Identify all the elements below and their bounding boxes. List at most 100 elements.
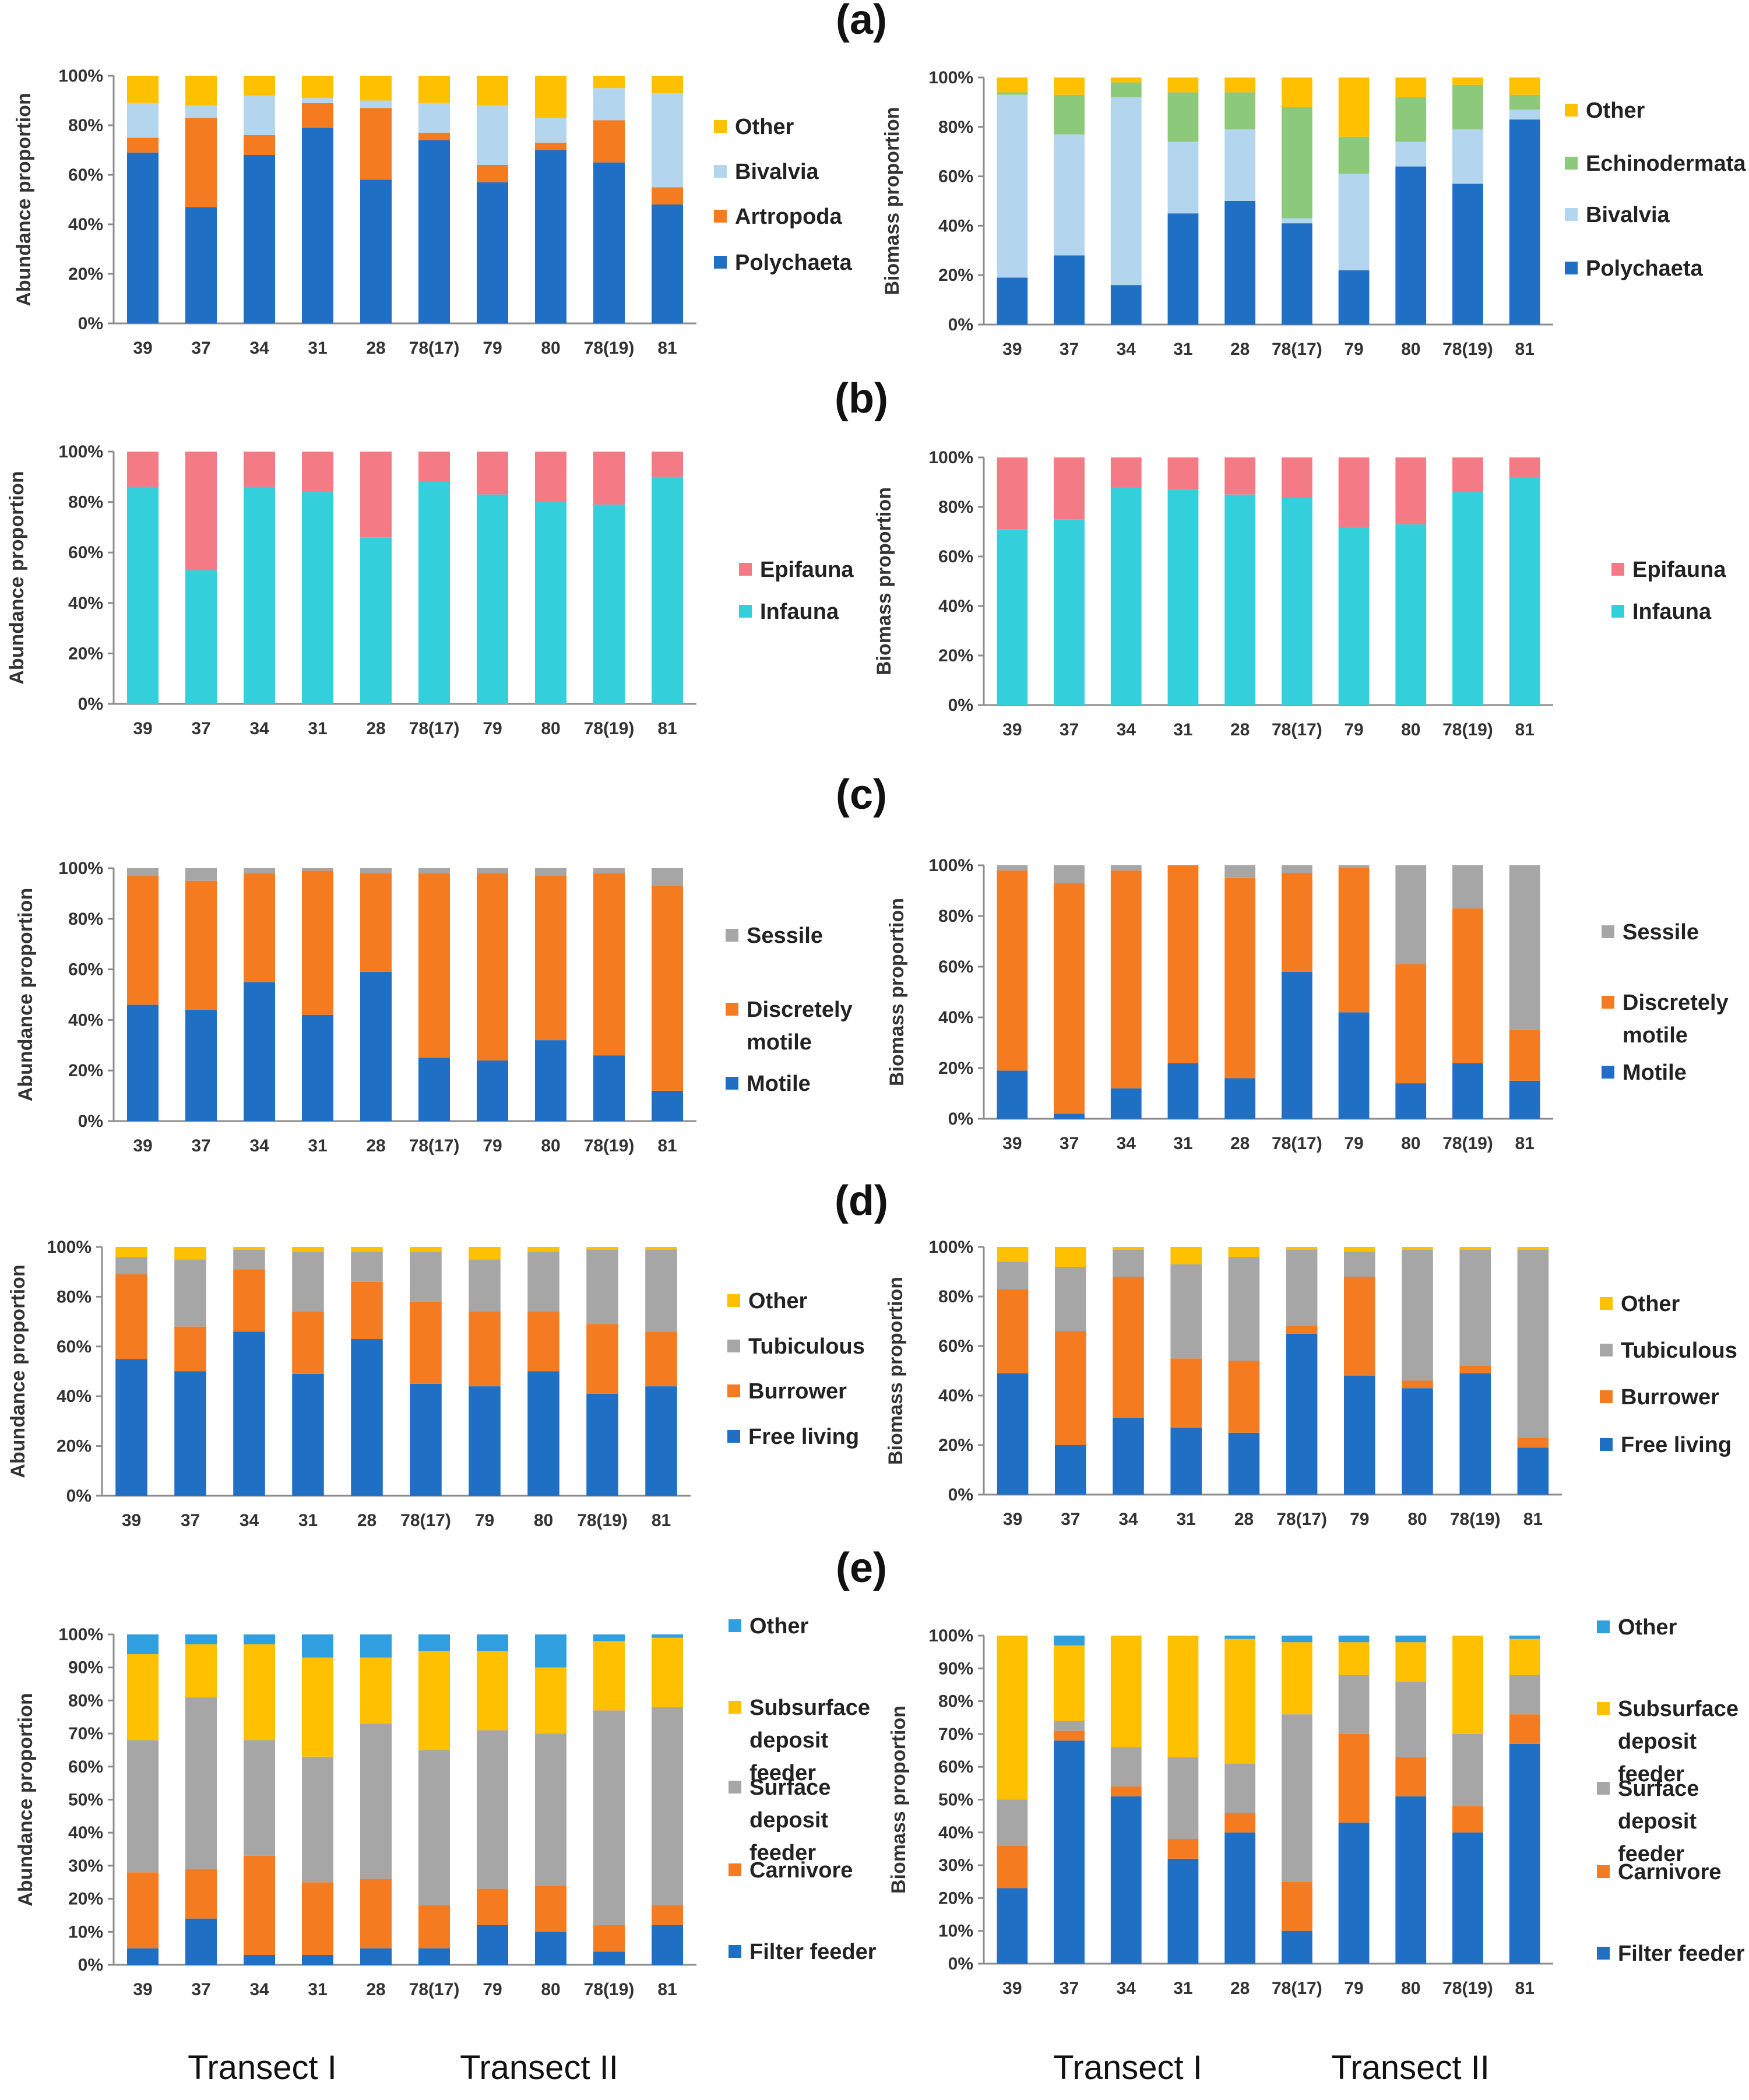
y-tick-label: 80% <box>57 1287 92 1306</box>
legend-swatch <box>714 165 727 178</box>
bar-free-living-81 <box>1517 1447 1549 1495</box>
bar-echinodermata-78-17- <box>1281 107 1312 219</box>
y-tick-label: 20% <box>68 1061 103 1080</box>
x-tick-label: 81 <box>657 1136 677 1155</box>
panel-b-letter: (b) <box>835 375 888 422</box>
bar-carnivore-80 <box>1395 1757 1427 1796</box>
bar-polychaeta-34 <box>244 155 275 323</box>
y-tick-label: 90% <box>938 1659 973 1678</box>
bar-other-28 <box>351 1247 383 1252</box>
bar-bivalvia-34 <box>1110 97 1142 286</box>
x-tick-label: 80 <box>541 339 560 358</box>
x-tick-label: 31 <box>1173 1979 1192 1998</box>
y-tick-label: 20% <box>68 644 103 663</box>
x-tick-label: 28 <box>1234 1510 1254 1529</box>
bar-motile-39 <box>997 1070 1028 1119</box>
bar-subsurface-deposit-feeder-79 <box>477 1651 508 1731</box>
bar-surface-deposit-feeder-78-17- <box>418 1750 450 1905</box>
x-tick-label: 80 <box>534 1511 553 1530</box>
bar-polychaeta-37 <box>185 207 217 323</box>
bar-carnivore-39 <box>997 1845 1028 1888</box>
legend-label: Subsurface deposit feeder <box>1618 1697 1739 1787</box>
y-tick-label: 60% <box>938 1337 973 1356</box>
bar-motile-31 <box>302 1014 333 1121</box>
bar-bivalvia-78-19- <box>593 88 625 121</box>
legend-label: Carnivore <box>749 1858 853 1883</box>
y-tick-label: 100% <box>58 442 103 461</box>
bar-motile-78-17- <box>418 1058 450 1121</box>
bar-other-79 <box>469 1247 501 1260</box>
legend-swatch <box>726 1077 738 1090</box>
bar-carnivore-78-17- <box>418 1905 450 1949</box>
bar-carnivore-34 <box>1110 1786 1142 1796</box>
bar-bivalvia-80 <box>535 118 566 143</box>
legend-swatch <box>729 1701 741 1714</box>
bar-epifauna-80 <box>1395 457 1427 524</box>
bar-sessile-39 <box>127 868 159 876</box>
bar-subsurface-deposit-feeder-37 <box>185 1644 217 1697</box>
x-tick-label: 31 <box>308 339 327 358</box>
y-tick-label: 80% <box>68 493 103 512</box>
y-tick-label: 40% <box>938 1386 973 1405</box>
y-axis-title: Abundance proportion <box>7 1264 29 1478</box>
bar-filter-feeder-78-17- <box>418 1948 450 1965</box>
bar-discretely-motile-28 <box>360 873 392 972</box>
bar-carnivore-80 <box>535 1885 566 1932</box>
legend-swatch <box>1597 1702 1610 1715</box>
bar-other-80 <box>535 76 566 118</box>
bar-subsurface-deposit-feeder-28 <box>1224 1639 1256 1764</box>
bar-filter-feeder-80 <box>535 1932 566 1965</box>
bar-free-living-31 <box>292 1373 324 1496</box>
x-tick-label: 31 <box>1173 340 1192 359</box>
bar-burrower-78-19- <box>1459 1366 1491 1373</box>
x-tick-label: 81 <box>657 1980 677 1999</box>
bar-motile-39 <box>127 1005 159 1121</box>
y-tick-label: 60% <box>938 1757 973 1777</box>
x-tick-label: 79 <box>1344 1134 1363 1153</box>
bar-bivalvia-34 <box>244 96 275 135</box>
bar-other-39 <box>127 76 159 103</box>
bar-artropoda-34 <box>244 135 275 155</box>
bar-subsurface-deposit-feeder-28 <box>360 1657 392 1724</box>
y-axis-title: Biomass proportion <box>888 1706 910 1894</box>
bar-polychaeta-31 <box>302 128 333 323</box>
bar-echinodermata-37 <box>1054 94 1085 135</box>
x-tick-label: 28 <box>366 1980 385 1999</box>
bar-tubiculous-31 <box>1170 1264 1202 1359</box>
bar-surface-deposit-feeder-79 <box>1338 1675 1370 1734</box>
x-tick-label: 78(17) <box>1272 1134 1322 1153</box>
y-tick-label: 40% <box>938 216 973 235</box>
bar-free-living-34 <box>1113 1418 1144 1495</box>
legend-label: Epifauna <box>1632 558 1726 582</box>
y-tick-label: 80% <box>938 1287 973 1306</box>
bar-bivalvia-81 <box>652 93 683 188</box>
bar-free-living-39 <box>997 1373 1029 1495</box>
bar-burrower-37 <box>1055 1331 1086 1445</box>
bar-tubiculous-79 <box>469 1259 501 1312</box>
legend-label-line: deposit <box>749 1728 828 1753</box>
panel-d-letter: (d) <box>835 1178 888 1224</box>
x-tick-label: 80 <box>1401 1979 1420 1998</box>
bar-polychaeta-34 <box>1110 285 1142 325</box>
bar-motile-81 <box>652 1090 683 1121</box>
y-tick-label: 0% <box>66 1486 92 1506</box>
chart-c-left: 0% 20% 40% 60% 80% 100% Abundance proportion 39… <box>15 859 853 1155</box>
bar-polychaeta-80 <box>1395 166 1427 325</box>
bar-subsurface-deposit-feeder-31 <box>1167 1636 1199 1757</box>
bar-filter-feeder-79 <box>477 1925 508 1965</box>
bar-other-28 <box>1228 1247 1260 1257</box>
bar-burrower-80 <box>1402 1380 1433 1389</box>
bar-artropoda-81 <box>652 187 683 205</box>
bar-filter-feeder-37 <box>185 1918 217 1965</box>
legend-label: Discretely motile <box>1623 991 1729 1048</box>
legend-label: Infauna <box>1632 600 1712 624</box>
x-tick-label: 34 <box>1117 1134 1136 1153</box>
bar-free-living-37 <box>174 1371 206 1496</box>
bar-sessile-79 <box>1338 865 1370 868</box>
bar-echinodermata-28 <box>1224 92 1256 130</box>
bar-surface-deposit-feeder-39 <box>997 1799 1028 1846</box>
y-tick-label: 30% <box>938 1856 973 1875</box>
bar-subsurface-deposit-feeder-31 <box>302 1657 333 1757</box>
bar-polychaeta-39 <box>997 277 1028 325</box>
x-tick-label: 78(17) <box>400 1511 451 1530</box>
